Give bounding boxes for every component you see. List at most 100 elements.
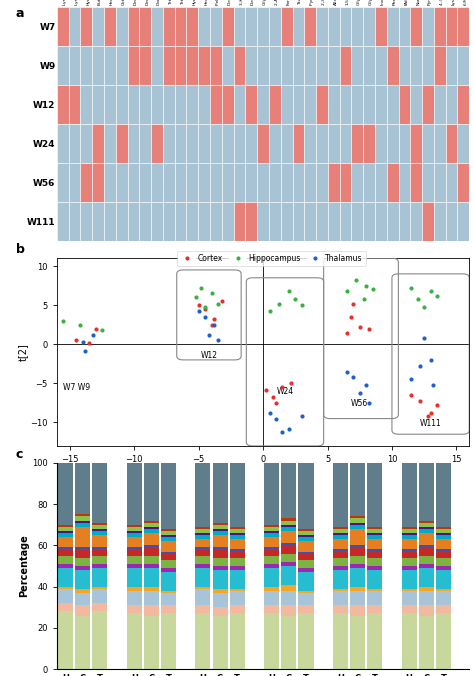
Bar bbox=[434, 7, 446, 46]
Bar bbox=[269, 46, 281, 85]
Bar bbox=[128, 163, 139, 202]
Bar bbox=[401, 539, 417, 550]
Bar bbox=[57, 124, 69, 163]
Bar bbox=[81, 163, 92, 202]
Bar bbox=[75, 616, 90, 669]
Bar bbox=[351, 85, 363, 124]
Bar bbox=[210, 85, 222, 124]
Bar bbox=[75, 548, 90, 550]
Bar bbox=[316, 124, 328, 163]
Bar bbox=[436, 591, 451, 605]
Bar bbox=[434, 163, 446, 202]
Bar bbox=[195, 550, 210, 556]
Bar bbox=[161, 614, 176, 669]
Bar bbox=[144, 587, 159, 591]
Bar bbox=[351, 124, 363, 163]
Bar bbox=[127, 568, 142, 587]
Bar bbox=[222, 46, 234, 85]
Bar bbox=[419, 591, 434, 605]
Bar bbox=[304, 163, 316, 202]
Bar bbox=[195, 568, 210, 587]
Bar bbox=[58, 550, 73, 556]
Bar bbox=[128, 124, 139, 163]
Bar bbox=[419, 616, 434, 669]
Bar bbox=[186, 7, 198, 46]
Point bbox=[417, 395, 424, 406]
Bar bbox=[195, 539, 210, 548]
Text: W56: W56 bbox=[351, 399, 368, 408]
Point bbox=[429, 379, 437, 390]
Bar bbox=[161, 531, 176, 535]
Bar bbox=[436, 614, 451, 669]
Bar bbox=[419, 564, 434, 568]
Bar bbox=[69, 7, 81, 46]
Bar bbox=[340, 7, 351, 46]
Bar bbox=[410, 124, 422, 163]
Bar bbox=[375, 85, 387, 124]
Bar bbox=[104, 46, 116, 85]
Bar bbox=[401, 552, 417, 558]
Bar bbox=[127, 564, 142, 568]
Bar bbox=[92, 85, 104, 124]
Bar bbox=[92, 46, 104, 85]
Bar bbox=[81, 202, 92, 241]
Bar bbox=[92, 202, 104, 241]
Bar bbox=[264, 531, 279, 533]
Bar bbox=[304, 202, 316, 241]
Bar bbox=[350, 463, 365, 516]
Bar bbox=[163, 46, 175, 85]
Text: W24: W24 bbox=[276, 387, 293, 396]
Bar bbox=[367, 566, 383, 570]
Bar bbox=[281, 85, 292, 124]
Point bbox=[73, 335, 80, 345]
Bar bbox=[92, 556, 108, 564]
Bar bbox=[144, 527, 159, 529]
Bar bbox=[234, 202, 246, 241]
Bar bbox=[116, 7, 128, 46]
Bar bbox=[387, 85, 399, 124]
Bar bbox=[375, 7, 387, 46]
Bar bbox=[401, 533, 417, 535]
Bar bbox=[195, 564, 210, 568]
Bar bbox=[401, 566, 417, 570]
Bar bbox=[104, 7, 116, 46]
Bar bbox=[144, 568, 159, 587]
Bar bbox=[264, 556, 279, 564]
Point bbox=[427, 286, 434, 297]
Bar bbox=[304, 7, 316, 46]
Point bbox=[218, 296, 226, 307]
Bar bbox=[333, 539, 348, 550]
Bar bbox=[299, 605, 314, 614]
Bar bbox=[436, 539, 451, 550]
Bar bbox=[264, 525, 279, 527]
Point bbox=[356, 387, 364, 398]
Bar bbox=[212, 566, 228, 570]
Bar bbox=[299, 529, 314, 531]
Point bbox=[195, 299, 202, 310]
Bar bbox=[457, 85, 469, 124]
Bar bbox=[75, 463, 90, 514]
Bar bbox=[281, 7, 292, 46]
Bar bbox=[144, 463, 159, 521]
Bar bbox=[81, 46, 92, 85]
Point bbox=[362, 379, 370, 390]
Bar bbox=[161, 535, 176, 537]
Bar bbox=[230, 570, 245, 589]
Bar bbox=[328, 85, 340, 124]
Bar bbox=[304, 124, 316, 163]
Bar bbox=[127, 548, 142, 550]
Point bbox=[352, 274, 360, 285]
Text: W111: W111 bbox=[419, 418, 441, 428]
Bar bbox=[328, 124, 340, 163]
Bar bbox=[212, 570, 228, 589]
Bar bbox=[198, 46, 210, 85]
Bar bbox=[116, 46, 128, 85]
Bar bbox=[92, 603, 108, 611]
Bar bbox=[333, 614, 348, 669]
Bar bbox=[457, 124, 469, 163]
Bar bbox=[340, 124, 351, 163]
Bar bbox=[175, 46, 186, 85]
Bar bbox=[436, 566, 451, 570]
Bar bbox=[116, 163, 128, 202]
Bar bbox=[175, 163, 186, 202]
